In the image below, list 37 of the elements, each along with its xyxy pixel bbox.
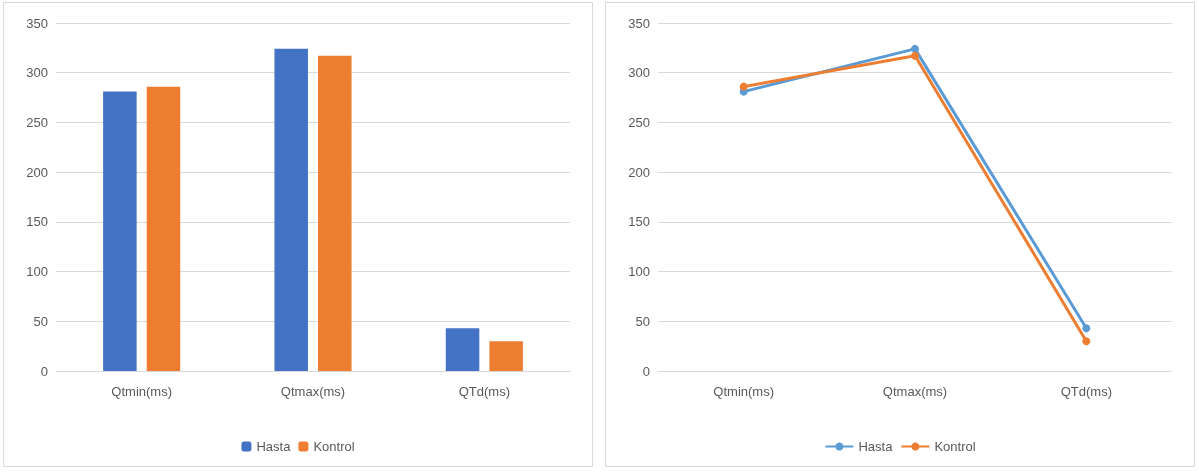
- y-tick-label: 150: [628, 214, 650, 230]
- point: [911, 51, 919, 60]
- y-tick-label: 250: [628, 114, 650, 130]
- x-tick-label: Qtmin(ms): [713, 384, 774, 399]
- y-tick-label: 350: [26, 15, 48, 31]
- point: [1082, 337, 1091, 346]
- legend-label: Kontrol: [313, 439, 355, 454]
- point: [911, 44, 919, 53]
- y-tick-label: 300: [26, 65, 48, 81]
- y-tick-label: 100: [628, 264, 650, 280]
- legend-label: Hasta: [858, 439, 894, 454]
- bar: [274, 48, 308, 371]
- y-tick-label: 350: [628, 15, 650, 31]
- bar: [318, 55, 352, 371]
- bar: [445, 328, 480, 371]
- y-tick-label: 100: [26, 264, 48, 280]
- y-tick-label: 0: [40, 363, 48, 379]
- y-tick-label: 300: [628, 65, 650, 81]
- y-tick-label: 200: [26, 164, 48, 180]
- bar: [489, 341, 523, 371]
- legend-label: Hasta: [256, 439, 292, 454]
- x-tick-label: Qtmax(ms): [280, 384, 346, 399]
- y-tick-label: 50: [635, 313, 650, 329]
- x-tick-label: QTd(ms): [1060, 384, 1112, 399]
- x-tick-label: QTd(ms): [458, 384, 510, 399]
- y-tick-label: 250: [26, 114, 48, 130]
- y-tick-label: 0: [642, 363, 650, 379]
- y-tick-label: 150: [26, 214, 48, 230]
- bar: [103, 91, 137, 371]
- legend-label: Kontrol: [934, 439, 976, 454]
- y-tick-label: 200: [628, 164, 650, 180]
- y-tick-label: 50: [33, 313, 48, 329]
- point: [739, 82, 748, 91]
- point: [1082, 324, 1091, 333]
- x-tick-label: Qtmax(ms): [882, 384, 948, 399]
- bar: [146, 86, 181, 371]
- x-tick-label: Qtmin(ms): [111, 384, 172, 399]
